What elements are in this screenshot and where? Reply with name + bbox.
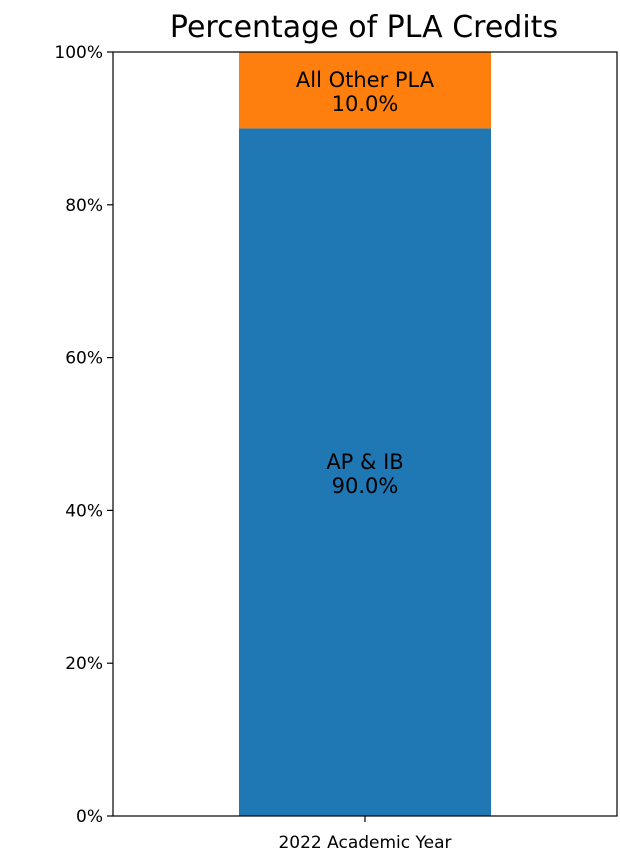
y-tick-label: 100% — [54, 43, 103, 63]
segment-label-all-other-pla-value: 10.0% — [332, 92, 399, 116]
x-axis: 2022 Academic Year — [278, 816, 452, 853]
bar-segments — [239, 52, 491, 816]
plot-frame — [112, 51, 618, 817]
y-tick-label: 60% — [65, 349, 103, 369]
segment-label-ap-ib-value: 90.0% — [332, 474, 399, 498]
y-axis: 0% 20% 40% 60% 80% 100% — [54, 43, 113, 827]
y-tick-label: 40% — [65, 501, 103, 521]
x-tick-label: 2022 Academic Year — [278, 833, 451, 853]
y-tick-label: 20% — [65, 654, 103, 674]
chart-title: Percentage of PLA Credits — [170, 10, 558, 45]
segment-label-ap-ib-name: AP & IB — [326, 450, 403, 474]
bar-segment-all-other-pla — [239, 52, 491, 129]
bar-segment-ap-ib — [239, 128, 491, 816]
y-tick-label: 80% — [65, 196, 103, 216]
segment-label-all-other-pla-name: All Other PLA — [296, 68, 435, 92]
y-tick-label: 0% — [76, 807, 103, 827]
